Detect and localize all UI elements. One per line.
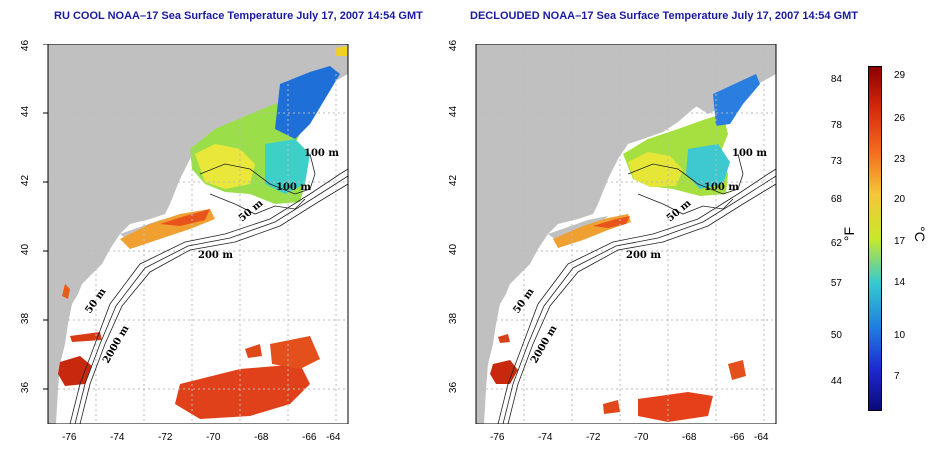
fahrenheit-unit-label: °F xyxy=(841,226,858,242)
c-tick: 7 xyxy=(894,371,900,382)
left-ytick: 38 xyxy=(20,312,32,325)
left-x-tick-labels: -76 -74 -72 -70 -68 -66 -64 xyxy=(0,432,360,446)
c-tick: 29 xyxy=(894,70,906,81)
sst-bay-of-fundy xyxy=(713,74,760,126)
colorbar-gradient xyxy=(868,66,882,411)
c-tick: 10 xyxy=(894,330,906,341)
right-ytick: 36 xyxy=(448,381,460,394)
isobath-label-100m-b: 100 m xyxy=(704,182,739,193)
celsius-ticks: 29 26 23 20 17 14 10 7 xyxy=(884,66,908,411)
sst-southern-ne-red xyxy=(160,209,210,226)
left-xtick: -66 xyxy=(302,432,317,443)
left-xtick: -68 xyxy=(254,432,269,443)
sst-gulf-stream-1 xyxy=(638,392,713,422)
isobath-label-100m-b: 100 m xyxy=(276,182,311,193)
c-tick: 17 xyxy=(894,236,906,247)
celsius-unit-label: °C xyxy=(911,226,928,242)
sst-gulf-of-maine-warm xyxy=(628,152,683,187)
land-mass xyxy=(476,44,776,424)
left-ytick: 46 xyxy=(20,39,32,52)
f-tick: 62 xyxy=(830,238,842,249)
right-xtick: -68 xyxy=(682,432,697,443)
temperature-colorbar: 84 78 73 68 62 57 50 44 29 26 23 20 17 1… xyxy=(820,66,940,411)
sst-hatteras xyxy=(490,360,518,384)
f-tick: 78 xyxy=(830,120,842,131)
right-ytick: 46 xyxy=(448,39,460,52)
f-tick: 68 xyxy=(830,194,842,205)
left-xtick: -74 xyxy=(110,432,125,443)
sst-bay-of-fundy xyxy=(275,66,340,139)
left-xtick: -72 xyxy=(158,432,173,443)
left-xtick: -70 xyxy=(206,432,221,443)
right-xtick: -66 xyxy=(730,432,745,443)
f-tick: 84 xyxy=(830,74,842,85)
right-xtick: -64 xyxy=(754,432,769,443)
f-tick: 44 xyxy=(830,376,842,387)
left-ytick: 44 xyxy=(20,105,32,118)
sst-hatteras xyxy=(58,356,92,386)
right-sst-map: 100 m 100 m 50 m 200 m 50 m 2000 m xyxy=(438,44,786,424)
left-ytick: 36 xyxy=(20,381,32,394)
fahrenheit-ticks: 84 78 73 68 62 57 50 44 xyxy=(820,66,842,411)
sst-gulf-stream-3 xyxy=(245,344,262,358)
c-tick: 23 xyxy=(894,154,906,165)
f-tick: 50 xyxy=(830,330,842,341)
sst-southern-ne-red xyxy=(593,216,630,228)
right-y-tick-labels: 36 38 40 42 44 46 xyxy=(448,40,462,424)
right-xtick: -74 xyxy=(538,432,553,443)
right-ytick: 38 xyxy=(448,312,460,325)
f-tick: 73 xyxy=(830,156,842,167)
sst-top-right xyxy=(335,46,348,56)
right-ytick: 42 xyxy=(448,174,460,187)
c-tick: 26 xyxy=(894,113,906,124)
map-frame xyxy=(475,44,777,424)
y-axis-ticks xyxy=(43,44,48,390)
left-ytick: 40 xyxy=(20,243,32,256)
isobath-contours xyxy=(69,153,348,424)
c-tick: 20 xyxy=(894,194,906,205)
left-xtick: -76 xyxy=(62,432,77,443)
left-sst-map: 100 m 100 m 50 m 200 m 50 m 2000 m xyxy=(10,44,358,424)
right-xtick: -70 xyxy=(634,432,649,443)
right-map-title: DECLOUDED NOAA–17 Sea Surface Temperatur… xyxy=(470,10,859,22)
long-island xyxy=(548,216,608,240)
isobath-label-100m-a: 100 m xyxy=(304,148,339,159)
sst-gulf-stream-1 xyxy=(175,364,310,419)
sst-mid-atlantic-shelf xyxy=(62,284,70,299)
sst-chesapeake xyxy=(70,332,102,342)
c-tick: 14 xyxy=(894,277,906,288)
graticule xyxy=(476,44,776,424)
isobath-label-100m-a: 100 m xyxy=(732,148,767,159)
land-mass xyxy=(48,44,348,424)
sst-cool-cyan xyxy=(265,139,310,194)
right-ytick: 40 xyxy=(448,243,460,256)
left-y-tick-labels: 36 38 40 42 44 46 xyxy=(20,40,34,424)
map-frame xyxy=(47,44,349,424)
sst-gulf-stream-3 xyxy=(603,400,620,414)
left-xtick: -64 xyxy=(326,432,341,443)
left-map-title: RU COOL NOAA–17 Sea Surface Temperature … xyxy=(54,10,423,22)
isobath-label-200m: 200 m xyxy=(626,250,661,261)
isobath-label-200m: 200 m xyxy=(198,250,233,261)
right-x-tick-labels: -76 -74 -72 -70 -68 -66 -64 xyxy=(428,432,788,446)
f-tick: 57 xyxy=(830,278,842,289)
right-xtick: -72 xyxy=(586,432,601,443)
nova-scotia xyxy=(688,52,776,114)
sst-gulf-stream-2 xyxy=(728,360,746,380)
left-ytick: 42 xyxy=(20,174,32,187)
right-ytick: 44 xyxy=(448,105,460,118)
isobath-contours xyxy=(497,153,776,424)
graticule xyxy=(48,44,348,424)
right-xtick: -76 xyxy=(490,432,505,443)
sst-chesapeake xyxy=(498,334,510,343)
sst-cool-cyan xyxy=(686,144,730,189)
sst-gulf-stream-2 xyxy=(270,336,320,369)
